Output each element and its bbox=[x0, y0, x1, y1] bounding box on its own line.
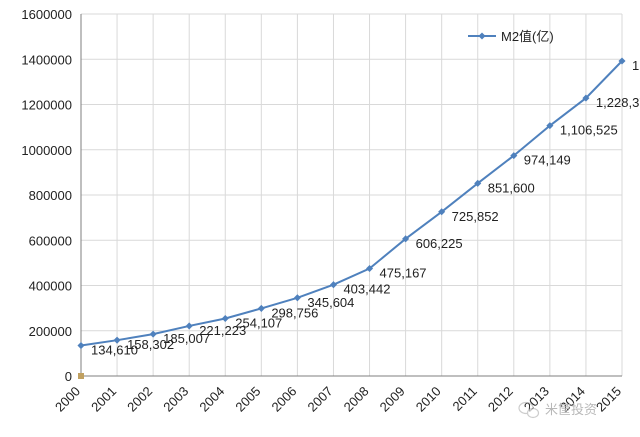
y-axis-ticks: 0 200000 400000 600000 800000 1000000 1200000 1… bbox=[21, 7, 72, 384]
legend-marker bbox=[478, 32, 486, 40]
x-tick-label: 2010 bbox=[413, 384, 444, 415]
data-label: 974,149 bbox=[524, 153, 571, 168]
wechat-icon bbox=[518, 401, 540, 419]
data-point bbox=[329, 281, 338, 289]
y-tick-label: 400000 bbox=[29, 279, 72, 294]
data-label: 1,106,525 bbox=[560, 123, 618, 138]
data-point bbox=[618, 57, 626, 65]
data-labels: 134,610158,302185,007221,223254,107298,7… bbox=[91, 58, 640, 358]
x-tick-label: 2011 bbox=[449, 384, 479, 414]
x-tick-label: 2006 bbox=[268, 384, 299, 415]
x-tick-label: 2000 bbox=[52, 384, 83, 415]
data-point bbox=[365, 264, 374, 273]
legend-label: M2值(亿) bbox=[501, 29, 554, 44]
y-tick-label: 0 bbox=[65, 369, 72, 384]
data-label: 851,600 bbox=[488, 180, 535, 195]
data-label: 298,756 bbox=[271, 305, 318, 320]
data-point bbox=[113, 336, 121, 344]
grid-lines bbox=[81, 13, 623, 376]
x-tick-label: 2004 bbox=[196, 384, 227, 415]
x-tick-label: 2005 bbox=[232, 384, 263, 415]
x-tick-label: 2001 bbox=[88, 384, 119, 415]
data-label: 345,604 bbox=[307, 295, 354, 310]
data-label: 1,228,375 bbox=[596, 95, 640, 110]
x-tick-label: 2003 bbox=[160, 384, 191, 415]
x-tick-label: 2012 bbox=[485, 384, 516, 415]
data-label: 725,852 bbox=[452, 209, 499, 224]
data-label: 254,107 bbox=[235, 316, 282, 331]
data-point bbox=[510, 152, 518, 160]
data-point bbox=[257, 304, 265, 312]
x-tick-label: 2007 bbox=[305, 384, 336, 415]
x-tick-label: 2015 bbox=[593, 384, 624, 415]
data-point bbox=[185, 322, 193, 330]
data-point bbox=[438, 208, 446, 216]
data-label: 475,167 bbox=[380, 265, 427, 280]
data-point bbox=[402, 235, 410, 243]
axes bbox=[78, 14, 622, 379]
y-tick-label: 1000000 bbox=[21, 143, 72, 158]
data-point bbox=[546, 122, 554, 130]
data-point bbox=[149, 330, 157, 338]
watermark: 米筐投资 bbox=[518, 401, 597, 419]
x-tick-label: 2002 bbox=[124, 384, 155, 415]
y-tick-label: 1400000 bbox=[21, 52, 72, 67]
data-label: 134,610 bbox=[91, 343, 138, 358]
data-label: 158,302 bbox=[127, 337, 174, 352]
origin-marker bbox=[78, 373, 84, 379]
data-label: 403,442 bbox=[343, 282, 390, 297]
data-point bbox=[221, 314, 229, 323]
x-tick-label: 2009 bbox=[377, 384, 408, 415]
data-label: 606,225 bbox=[416, 236, 463, 251]
data-point bbox=[77, 342, 85, 350]
y-tick-label: 800000 bbox=[29, 188, 72, 203]
series-m2 bbox=[77, 57, 626, 350]
watermark-text: 米筐投资 bbox=[545, 402, 597, 417]
data-point bbox=[293, 294, 301, 302]
y-tick-label: 200000 bbox=[29, 324, 72, 339]
legend: M2值(亿) bbox=[468, 29, 554, 44]
series-line bbox=[80, 60, 623, 347]
y-tick-label: 1200000 bbox=[21, 98, 72, 113]
data-label: 185,007 bbox=[163, 331, 210, 346]
y-tick-label: 600000 bbox=[29, 233, 72, 248]
x-axis-ticks: 2000 2001 2002 2003 2004 2005 2006 2007 2008 2009… bbox=[52, 384, 624, 415]
data-label: 221,223 bbox=[199, 323, 246, 338]
data-label: 1,392,300 bbox=[632, 58, 640, 73]
data-point bbox=[582, 94, 590, 102]
y-tick-label: 1600000 bbox=[21, 7, 72, 22]
x-tick-label: 2008 bbox=[341, 384, 372, 415]
data-point bbox=[474, 179, 482, 187]
